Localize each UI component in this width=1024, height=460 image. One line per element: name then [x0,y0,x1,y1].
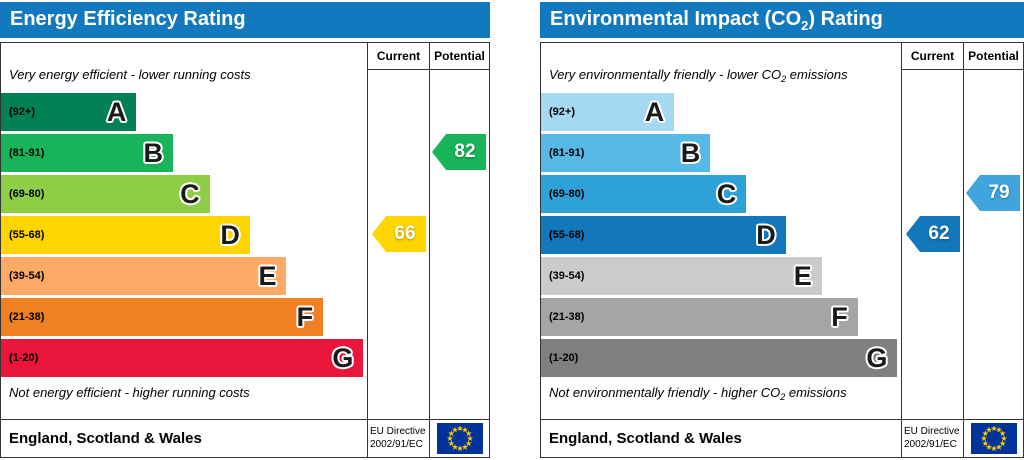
band-range: (1-20) [549,352,579,364]
title-text: Environmental Impact (CO2) Rating [550,7,883,33]
band-range: (39-54) [549,270,585,282]
band-range: (81-91) [549,147,585,159]
band-letter: B [143,137,164,168]
current-value: 62 [928,223,950,244]
eu-directive-text: EU Directive 2002/91/EC [367,420,429,457]
potential-column: Potential 79 [963,43,1023,419]
chart-footer: England, Scotland & Wales EU Directive 2… [541,419,1023,457]
potential-value: 79 [988,182,1010,203]
energy-efficiency-panel: Energy Efficiency Rating Very energy eff… [0,0,490,460]
potential-column-header: Potential [430,43,489,70]
band-letter: F [296,301,314,332]
footer-region: England, Scotland & Wales [9,430,202,447]
band-range: (1-20) [9,352,39,364]
band-area: Very environmentally friendly - lower CO… [541,43,901,419]
band-letter: G [866,342,888,373]
rating-band: (21-38) F [541,298,858,336]
band-range: (55-68) [549,229,585,241]
band-letter: E [258,260,277,291]
rating-band: (55-68) D [1,216,250,254]
current-column-header: Current [368,43,429,70]
footer-region: England, Scotland & Wales [549,430,742,447]
potential-arrow: 82 [432,134,486,170]
chart-footer: England, Scotland & Wales EU Directive 2… [1,419,489,457]
rating-bands: (92+) A (81-91) B (69-80) C (55-68) [541,93,901,377]
rating-band: (92+) A [541,93,675,131]
eu-directive-text: EU Directive 2002/91/EC [901,420,963,457]
band-letter: A [644,96,665,127]
title-text: Energy Efficiency Rating [10,7,246,30]
band-letter: A [106,96,127,127]
environmental-rating-chart: Very environmentally friendly - lower CO… [540,42,1024,458]
rating-band: (81-91) B [1,134,174,172]
potential-arrow: 79 [966,175,1020,211]
potential-column-header: Potential [964,43,1023,70]
top-note: Very energy efficient - lower running co… [9,67,251,82]
band-range: (92+) [9,106,35,118]
rating-band: (21-38) F [1,298,324,336]
current-column: Current 62 [901,43,963,419]
band-range: (39-54) [9,270,45,282]
band-letter: B [680,137,701,168]
band-range: (81-91) [9,147,45,159]
band-range: (21-38) [9,311,45,323]
environmental-impact-panel: Environmental Impact (CO2) Rating Very e… [540,0,1024,460]
band-letter: D [756,219,776,250]
rating-band: (39-54) E [1,257,287,295]
current-column: Current 66 [367,43,429,419]
energy-rating-chart: Very energy efficient - lower running co… [0,42,490,458]
rating-bands: (92+) A (81-91) B (69-80) C (55-68) [1,93,367,377]
energy-panel-title: Energy Efficiency Rating [0,2,490,38]
band-letter: D [220,219,240,250]
current-value: 66 [394,223,416,244]
band-range: (69-80) [9,188,45,200]
band-area: Very energy efficient - lower running co… [1,43,367,419]
rating-band: (1-20) G [1,339,364,377]
potential-value: 82 [454,141,476,162]
bottom-note: Not energy efficient - higher running co… [9,385,250,400]
rating-band: (39-54) E [541,257,822,295]
band-letter: E [793,260,812,291]
environmental-panel-title: Environmental Impact (CO2) Rating [540,2,1024,38]
current-arrow: 62 [906,216,960,252]
band-letter: G [332,342,354,373]
current-arrow: 66 [372,216,426,252]
band-range: (21-38) [549,311,585,323]
rating-band: (69-80) C [541,175,747,213]
band-range: (55-68) [9,229,45,241]
current-column-header: Current [902,43,963,70]
band-range: (69-80) [549,188,585,200]
top-note: Very environmentally friendly - lower CO… [549,67,848,84]
potential-column: Potential 82 [429,43,489,419]
bottom-note: Not environmentally friendly - higher CO… [549,385,847,402]
eu-flag-icon [429,420,489,457]
eu-flag-icon [963,420,1023,457]
band-letter: F [831,301,848,332]
band-letter: C [180,178,200,209]
band-range: (92+) [549,106,575,118]
rating-band: (1-20) G [541,339,898,377]
rating-band: (81-91) B [541,134,711,172]
band-letter: C [716,178,737,209]
rating-band: (55-68) D [541,216,786,254]
rating-band: (69-80) C [1,175,210,213]
rating-band: (92+) A [1,93,137,131]
